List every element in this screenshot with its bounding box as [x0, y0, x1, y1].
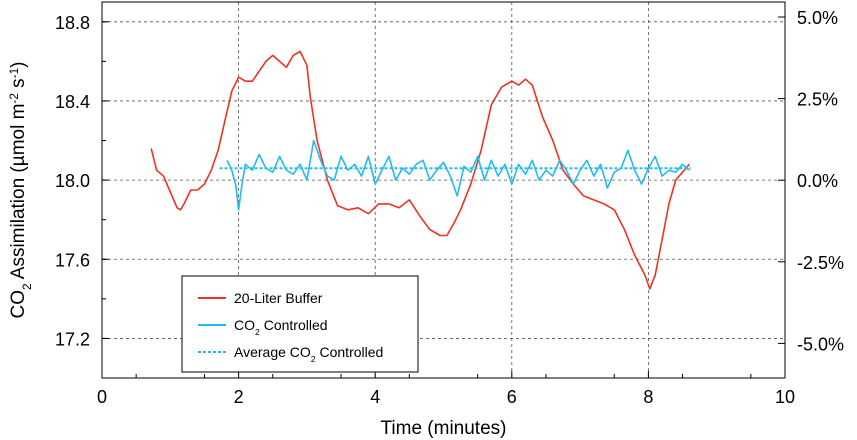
legend-label: 20-Liter Buffer: [234, 290, 323, 306]
y-axis-title: CO2 Assimilation (µmol m-2 s-1): [8, 62, 34, 319]
y-tick-label: 18.4: [55, 92, 90, 112]
y-tick-label: 17.2: [55, 329, 90, 349]
series-layer: [150, 50, 691, 290]
y-tick-label: 18.0: [55, 171, 90, 191]
x-axis-title: Time (minutes): [381, 418, 507, 439]
y2-tick-label: 2.5%: [797, 90, 838, 110]
x-tick-label: 4: [370, 387, 380, 407]
legend-label: Average CO2 Controlled: [234, 344, 383, 364]
ticks: 0 2 4 6 8 10 17.2 17.6 18.0 18.4 18.8 -5.0% -2.5% 0.0…: [55, 8, 844, 407]
y2-tick-label: 5.0%: [797, 8, 838, 28]
series-line-co2-controlled: [226, 139, 690, 211]
y-tick-label: 17.6: [55, 250, 90, 270]
legend-label: CO2 Controlled: [234, 317, 328, 337]
x-tick-label: 6: [507, 387, 517, 407]
x-tick-label: 10: [775, 387, 795, 407]
y2-tick-label: -2.5%: [797, 253, 844, 273]
x-tick-label: 0: [97, 387, 107, 407]
y2-tick-label: 0.0%: [797, 171, 838, 191]
x-tick-label: 8: [643, 387, 653, 407]
plot-frame: [101, 1, 786, 379]
y2-tick-label: -5.0%: [797, 334, 844, 354]
y-tick-label: 18.8: [55, 13, 90, 33]
x-tick-label: 2: [234, 387, 244, 407]
series-line-20-liter-buffer: [150, 50, 691, 290]
legend: 20-Liter Buffer CO2 Controlled Average CO2…: [181, 275, 419, 373]
